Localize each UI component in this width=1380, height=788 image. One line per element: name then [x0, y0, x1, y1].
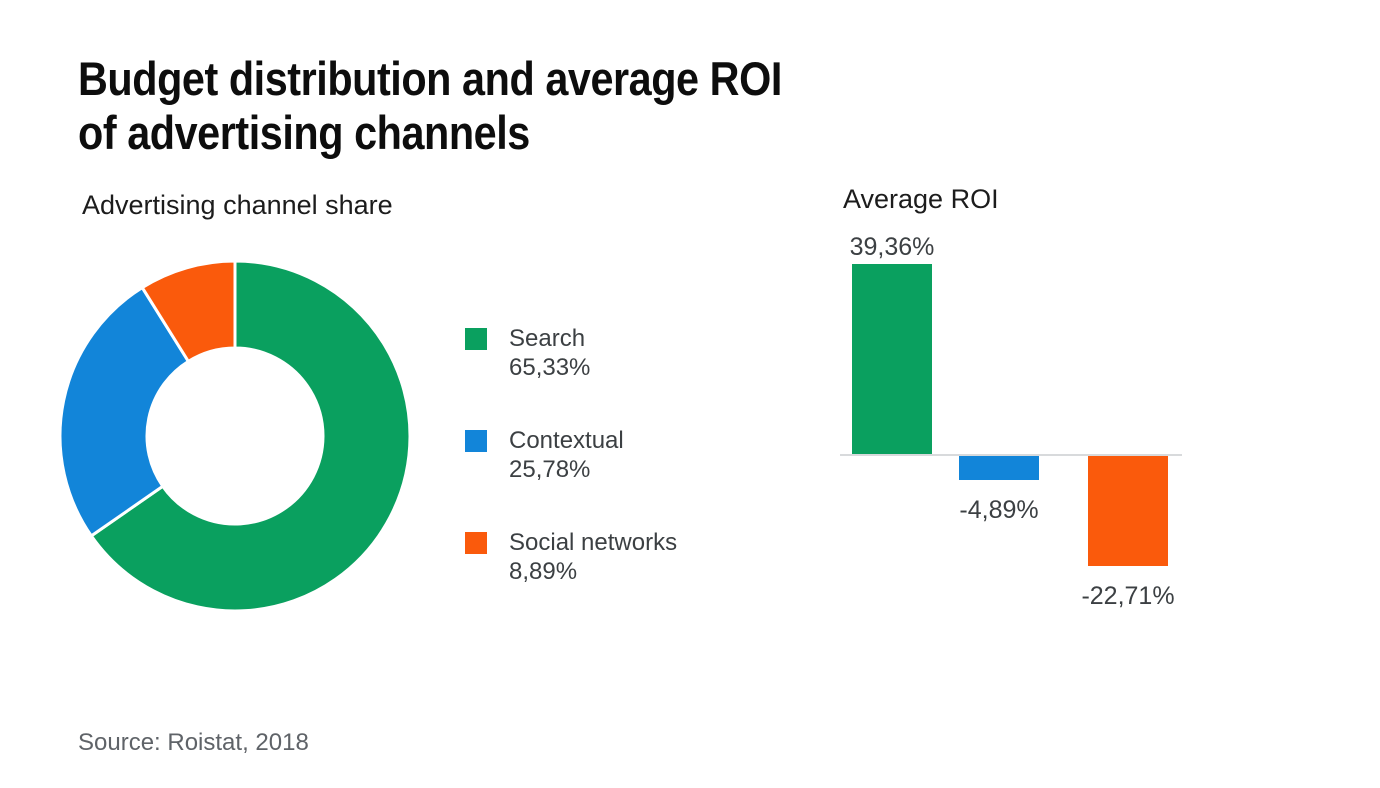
donut-slice-search [89, 260, 411, 612]
roi-bar-social-networks [1088, 456, 1168, 566]
legend-label: Search [509, 325, 586, 352]
page-title-line1: Budget distribution and average ROI [78, 52, 782, 105]
roi-bar-search [852, 264, 932, 454]
source-note: Source: Roistat, 2018 [78, 729, 309, 756]
roi-baseline-axis [840, 454, 1182, 456]
legend-value: 25,78% [509, 456, 591, 483]
legend-swatch-search [465, 328, 487, 350]
roi-bar-value-label: 39,36% [849, 233, 935, 261]
page-title-line2: of advertising channels [78, 106, 530, 159]
legend-swatch-contextual [465, 430, 487, 452]
donut-slice-contextual [59, 286, 190, 538]
legend-label: Social networks [509, 529, 678, 556]
page-title: Budget distribution and average ROI of a… [78, 52, 782, 160]
legend-swatch-social-networks [465, 532, 487, 554]
donut-slice-social-networks [140, 260, 237, 363]
roi-bar-value-label: -4,89% [959, 496, 1039, 524]
donut-chart-title: Advertising channel share [82, 190, 393, 220]
donut-legend: Search 65,33% Contextual 25,78% Social netwo… [465, 324, 677, 630]
legend-item-search: Search 65,33% [465, 324, 677, 382]
legend-label: Contextual [509, 427, 624, 454]
roi-bar-chart: 39,36% -4,89% -22,71% [840, 220, 1185, 620]
donut-chart [59, 260, 411, 612]
legend-value: 65,33% [509, 354, 591, 381]
legend-item-social-networks: Social networks 8,89% [465, 528, 677, 586]
legend-value: 8,89% [509, 558, 578, 585]
legend-item-contextual: Contextual 25,78% [465, 426, 677, 484]
roi-bar-value-label: -22,71% [1081, 582, 1175, 610]
roi-chart-title: Average ROI [843, 184, 999, 214]
roi-bar-contextual [959, 456, 1039, 480]
